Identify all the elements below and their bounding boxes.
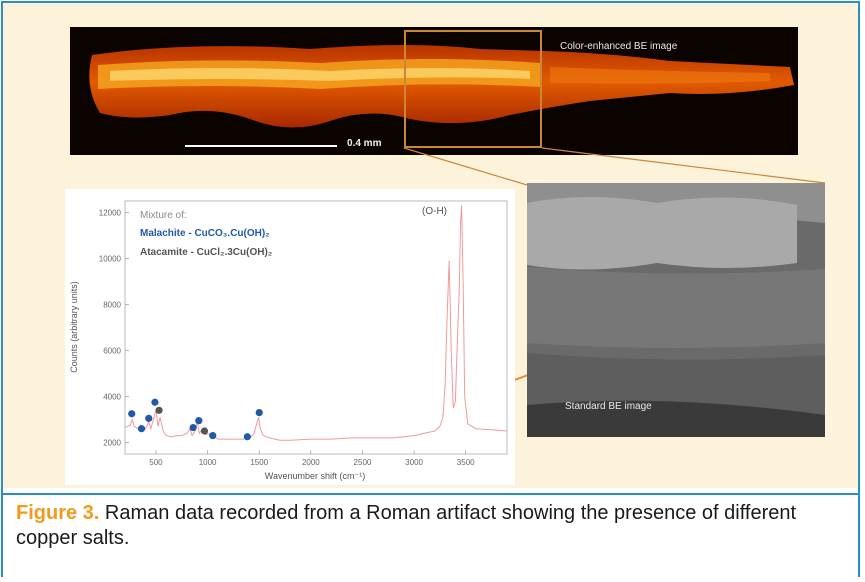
- figure-caption: Figure 3. Raman data recorded from a Rom…: [3, 493, 858, 579]
- x-tick-label: 3000: [405, 458, 423, 467]
- raman-spectrum-chart: 2000 4000 6000 8000 10000 12000 500 1000 1500 20…: [65, 189, 515, 485]
- peak-marker: [244, 433, 251, 440]
- legend-entry-atacamite: Atacamite - CuCl₂.3Cu(OH)₂: [140, 247, 272, 258]
- peak-marker: [128, 410, 135, 417]
- peak-marker: [190, 424, 197, 431]
- y-tick-label: 4000: [103, 393, 121, 402]
- x-tick-label: 1500: [250, 458, 268, 467]
- oh-annotation: (O-H): [422, 206, 447, 217]
- connector-line-right: [542, 148, 825, 183]
- peak-marker: [155, 407, 162, 414]
- x-tick-label: 1000: [199, 458, 217, 467]
- standard-be-graphic: [527, 183, 825, 437]
- x-axis-label: Wavenumber shift (cm⁻¹): [265, 471, 365, 481]
- peak-marker: [209, 432, 216, 439]
- y-axis-label: Counts (arbitrary units): [69, 281, 79, 373]
- y-tick-label: 12000: [99, 209, 122, 218]
- peak-marker: [138, 425, 145, 432]
- peak-marker: [195, 417, 202, 424]
- peak-marker: [151, 399, 158, 406]
- caption-body: Raman data recorded from a Roman artifac…: [16, 502, 796, 549]
- legend-entry-malachite: Malachite - CuCO₃.Cu(OH)₂: [140, 228, 270, 239]
- legend-title: Mixture of:: [140, 210, 187, 221]
- y-tick-label: 6000: [103, 347, 121, 356]
- figure-panel: Color-enhanced BE image 0.4 mm Standard …: [3, 3, 858, 488]
- connector-line-left: [404, 148, 527, 185]
- x-tick-label: 2500: [354, 458, 372, 467]
- figure-number: Figure 3.: [16, 502, 99, 524]
- peak-marker: [256, 409, 263, 416]
- x-tick-label: 500: [149, 458, 163, 467]
- y-tick-label: 2000: [103, 439, 121, 448]
- standard-be-image: Standard BE image: [527, 183, 825, 437]
- peak-marker: [145, 415, 152, 422]
- standard-image-label: Standard BE image: [565, 401, 652, 412]
- y-tick-label: 10000: [99, 255, 122, 264]
- caption-text: Figure 3. Raman data recorded from a Rom…: [16, 501, 836, 551]
- x-tick-label: 2000: [302, 458, 320, 467]
- peak-marker: [201, 427, 208, 434]
- y-tick-label: 8000: [103, 301, 121, 310]
- x-tick-label: 3500: [457, 458, 475, 467]
